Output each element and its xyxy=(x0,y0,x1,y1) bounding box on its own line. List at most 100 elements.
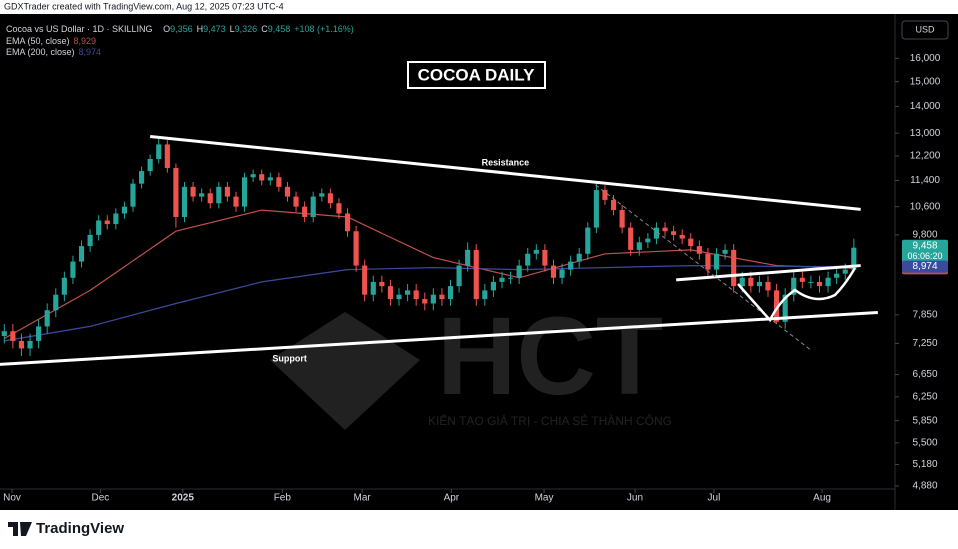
candle-body xyxy=(696,246,702,254)
candle-body xyxy=(568,261,574,270)
candle-body xyxy=(653,227,660,239)
trendline xyxy=(676,264,861,282)
y-tick-label: 16,000 xyxy=(910,53,941,64)
legend-value: 9,356 xyxy=(170,24,193,34)
candle-body xyxy=(722,249,728,254)
brand-logo xyxy=(8,522,32,536)
candle-body xyxy=(1,331,7,337)
candle-body xyxy=(181,186,188,217)
legend-key: L xyxy=(230,24,235,34)
candle-body xyxy=(190,186,196,197)
y-tick-label: 11,400 xyxy=(910,175,940,186)
candle-body xyxy=(756,281,762,287)
candle-body xyxy=(559,269,565,278)
watermark-slogan: KIẾN TẠO GIÁ TRỊ - CHIA SẺ THÀNH CÔNG xyxy=(428,413,672,428)
series-last: 8,974 xyxy=(79,47,102,57)
legend-symbol: Cocoa vs US Dollar · 1D · SKILLING xyxy=(6,24,153,34)
series-price-box xyxy=(902,260,948,273)
candle-body xyxy=(731,249,737,287)
candle-body xyxy=(713,253,720,270)
legend: Cocoa vs US Dollar · 1D · SKILLING O9,35… xyxy=(6,24,354,34)
ema-line xyxy=(4,209,854,340)
candle-body xyxy=(164,144,170,169)
y-tick-label: 7,850 xyxy=(912,309,937,320)
series-legend: EMA (50, close) 8,929 xyxy=(6,36,96,46)
candle-body xyxy=(224,186,230,197)
candle-body xyxy=(10,331,16,341)
series-name: EMA (50, close) xyxy=(6,36,70,46)
trendline-label: Support xyxy=(272,354,307,364)
candle-body xyxy=(782,294,788,322)
candle-body xyxy=(422,299,428,304)
candle-body xyxy=(70,261,76,278)
candle-body xyxy=(834,273,840,278)
last-price: 9,458 xyxy=(912,240,937,251)
candle-body xyxy=(533,249,539,254)
candle-body xyxy=(44,310,50,327)
candle-body xyxy=(27,340,33,349)
y-tick-label: 6,250 xyxy=(912,391,937,402)
candle-body xyxy=(619,210,625,228)
candle-body xyxy=(413,290,419,300)
y-tick-label: 5,500 xyxy=(912,438,937,449)
watermark-text: HCT xyxy=(437,295,663,418)
candle-body xyxy=(250,174,256,178)
candle-body xyxy=(173,168,179,217)
candle-body xyxy=(430,294,436,304)
candle-body xyxy=(302,206,308,217)
legend-key: H xyxy=(197,24,204,34)
y-tick-label: 15,000 xyxy=(910,76,941,87)
x-tick-label: Mar xyxy=(354,493,372,504)
candle-body xyxy=(156,144,162,159)
candle-body xyxy=(284,186,291,197)
y-tick-label: 6,650 xyxy=(912,369,937,380)
candle-body xyxy=(791,277,797,295)
legend-key: O xyxy=(163,24,170,34)
candle-body xyxy=(774,290,780,322)
candle-body xyxy=(379,281,385,287)
candle-body xyxy=(387,286,394,300)
trendline xyxy=(595,184,811,350)
candle-body xyxy=(96,220,102,235)
candle-body xyxy=(842,269,848,274)
series-legend: EMA (200, close) 8,974 xyxy=(6,47,101,57)
plot-bg xyxy=(0,14,958,510)
y-tick-label: 5,850 xyxy=(912,415,937,426)
candle-body xyxy=(851,247,857,270)
candle-body xyxy=(199,193,205,197)
candle-body xyxy=(259,174,265,181)
legend-value: 9,458 xyxy=(268,24,291,34)
candle-body xyxy=(87,234,93,247)
candle-body xyxy=(610,199,617,211)
ema-line xyxy=(4,264,854,342)
candle-body xyxy=(327,193,333,204)
x-tick-label: Aug xyxy=(813,493,831,504)
x-tick-label: Jul xyxy=(708,493,721,504)
candle-body xyxy=(679,234,685,239)
candle-body xyxy=(525,253,531,266)
candle-body xyxy=(130,183,136,207)
y-tick-label: 12,200 xyxy=(910,151,941,162)
candle-body xyxy=(662,227,668,232)
candle-body xyxy=(765,281,771,291)
y-tick-label: 9,800 xyxy=(912,230,937,241)
candle-body xyxy=(336,203,342,214)
candle-body xyxy=(241,177,248,207)
candle-body xyxy=(319,193,325,197)
candle-body xyxy=(370,281,376,295)
y-tick-label: 10,600 xyxy=(910,201,941,212)
candle-body xyxy=(147,158,153,172)
candle-body xyxy=(473,249,479,300)
candle-body xyxy=(739,277,745,287)
legend-value: 9,473 xyxy=(203,24,226,34)
candle-body xyxy=(61,277,67,295)
last-price-box xyxy=(902,239,948,264)
candle-body xyxy=(456,265,462,287)
x-tick-label: 2025 xyxy=(172,493,195,504)
candle-body xyxy=(104,220,110,225)
x-tick-label: Nov xyxy=(3,493,21,504)
candle-body xyxy=(439,294,445,300)
currency: USD xyxy=(915,24,935,34)
countdown: 06:06:20 xyxy=(907,251,942,261)
